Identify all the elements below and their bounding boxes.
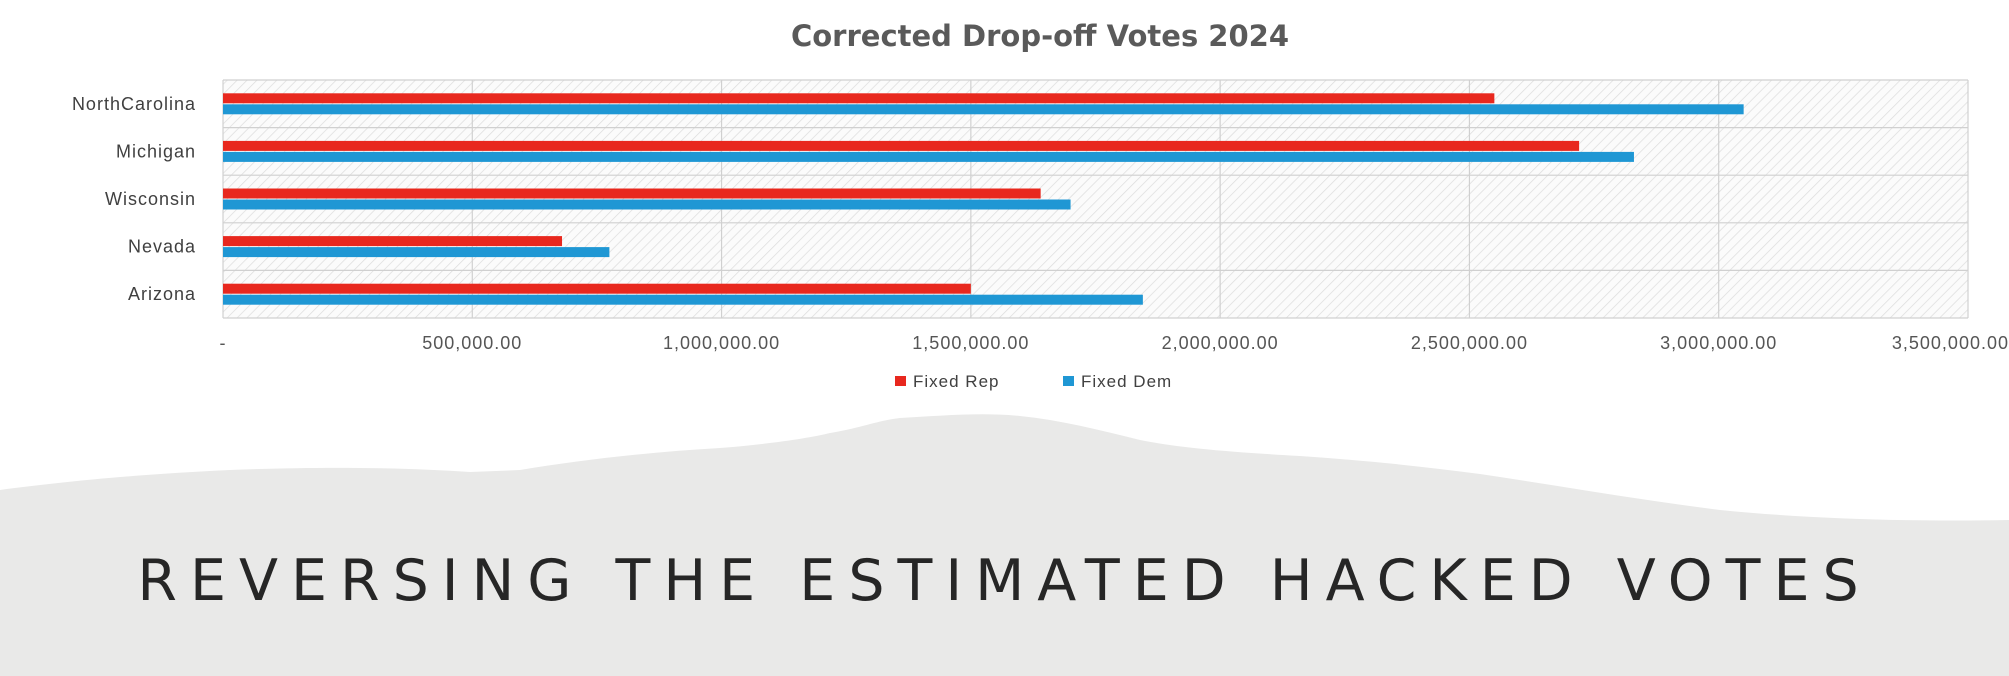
bar-nevada-fixed-rep	[223, 236, 563, 247]
bar-northcarolina-fixed-dem	[223, 104, 1744, 115]
bar-northcarolina-fixed-rep	[223, 93, 1495, 104]
chart-title: Corrected Drop-off Votes 2024	[791, 19, 1289, 53]
bar-michigan-fixed-dem	[223, 151, 1634, 162]
plot-area	[223, 80, 1968, 318]
category-label-michigan: Michigan	[116, 141, 196, 161]
bar-michigan-fixed-rep	[223, 140, 1580, 151]
banner-title: REVERSING THE ESTIMATED HACKED VOTES	[137, 548, 1872, 614]
gridlines	[222, 79, 1969, 319]
category-label-wisconsin: Wisconsin	[105, 189, 196, 209]
x-tick-label-1: 500,000.00	[422, 333, 522, 353]
legend-swatch-rep	[895, 376, 906, 386]
category-labels: NorthCarolina Michigan Wisconsin Nevada Ariz…	[72, 94, 196, 304]
x-tick-labels: - 500,000.00 1,000,000.00 1,500,000.00 2,000…	[220, 333, 2009, 353]
x-tick-label-2: 1,000,000.00	[663, 333, 780, 353]
x-tick-label-6: 3,000,000.00	[1660, 333, 1777, 353]
category-label-arizona: Arizona	[128, 284, 196, 304]
legend-label-dem: Fixed Dem	[1081, 372, 1172, 391]
bar-arizona-fixed-dem	[223, 294, 1143, 305]
x-tick-label-3: 1,500,000.00	[912, 333, 1029, 353]
legend-swatch-dem	[1063, 376, 1074, 386]
category-label-nevada: Nevada	[128, 237, 196, 257]
banner-mountain-shape	[0, 414, 2009, 676]
bar-arizona-fixed-rep	[223, 283, 971, 294]
category-label-northcarolina: NorthCarolina	[72, 94, 196, 114]
bars	[223, 93, 1744, 305]
x-tick-label-0: -	[220, 333, 227, 353]
legend-label-rep: Fixed Rep	[913, 372, 999, 391]
legend: Fixed Rep Fixed Dem	[895, 372, 1172, 391]
bar-wisconsin-fixed-rep	[223, 188, 1041, 199]
x-tick-label-7: 3,500,000.00	[1892, 333, 2009, 353]
x-tick-label-5: 2,500,000.00	[1411, 333, 1528, 353]
bar-wisconsin-fixed-dem	[223, 199, 1071, 210]
bar-nevada-fixed-dem	[223, 247, 610, 258]
x-tick-label-4: 2,000,000.00	[1162, 333, 1279, 353]
